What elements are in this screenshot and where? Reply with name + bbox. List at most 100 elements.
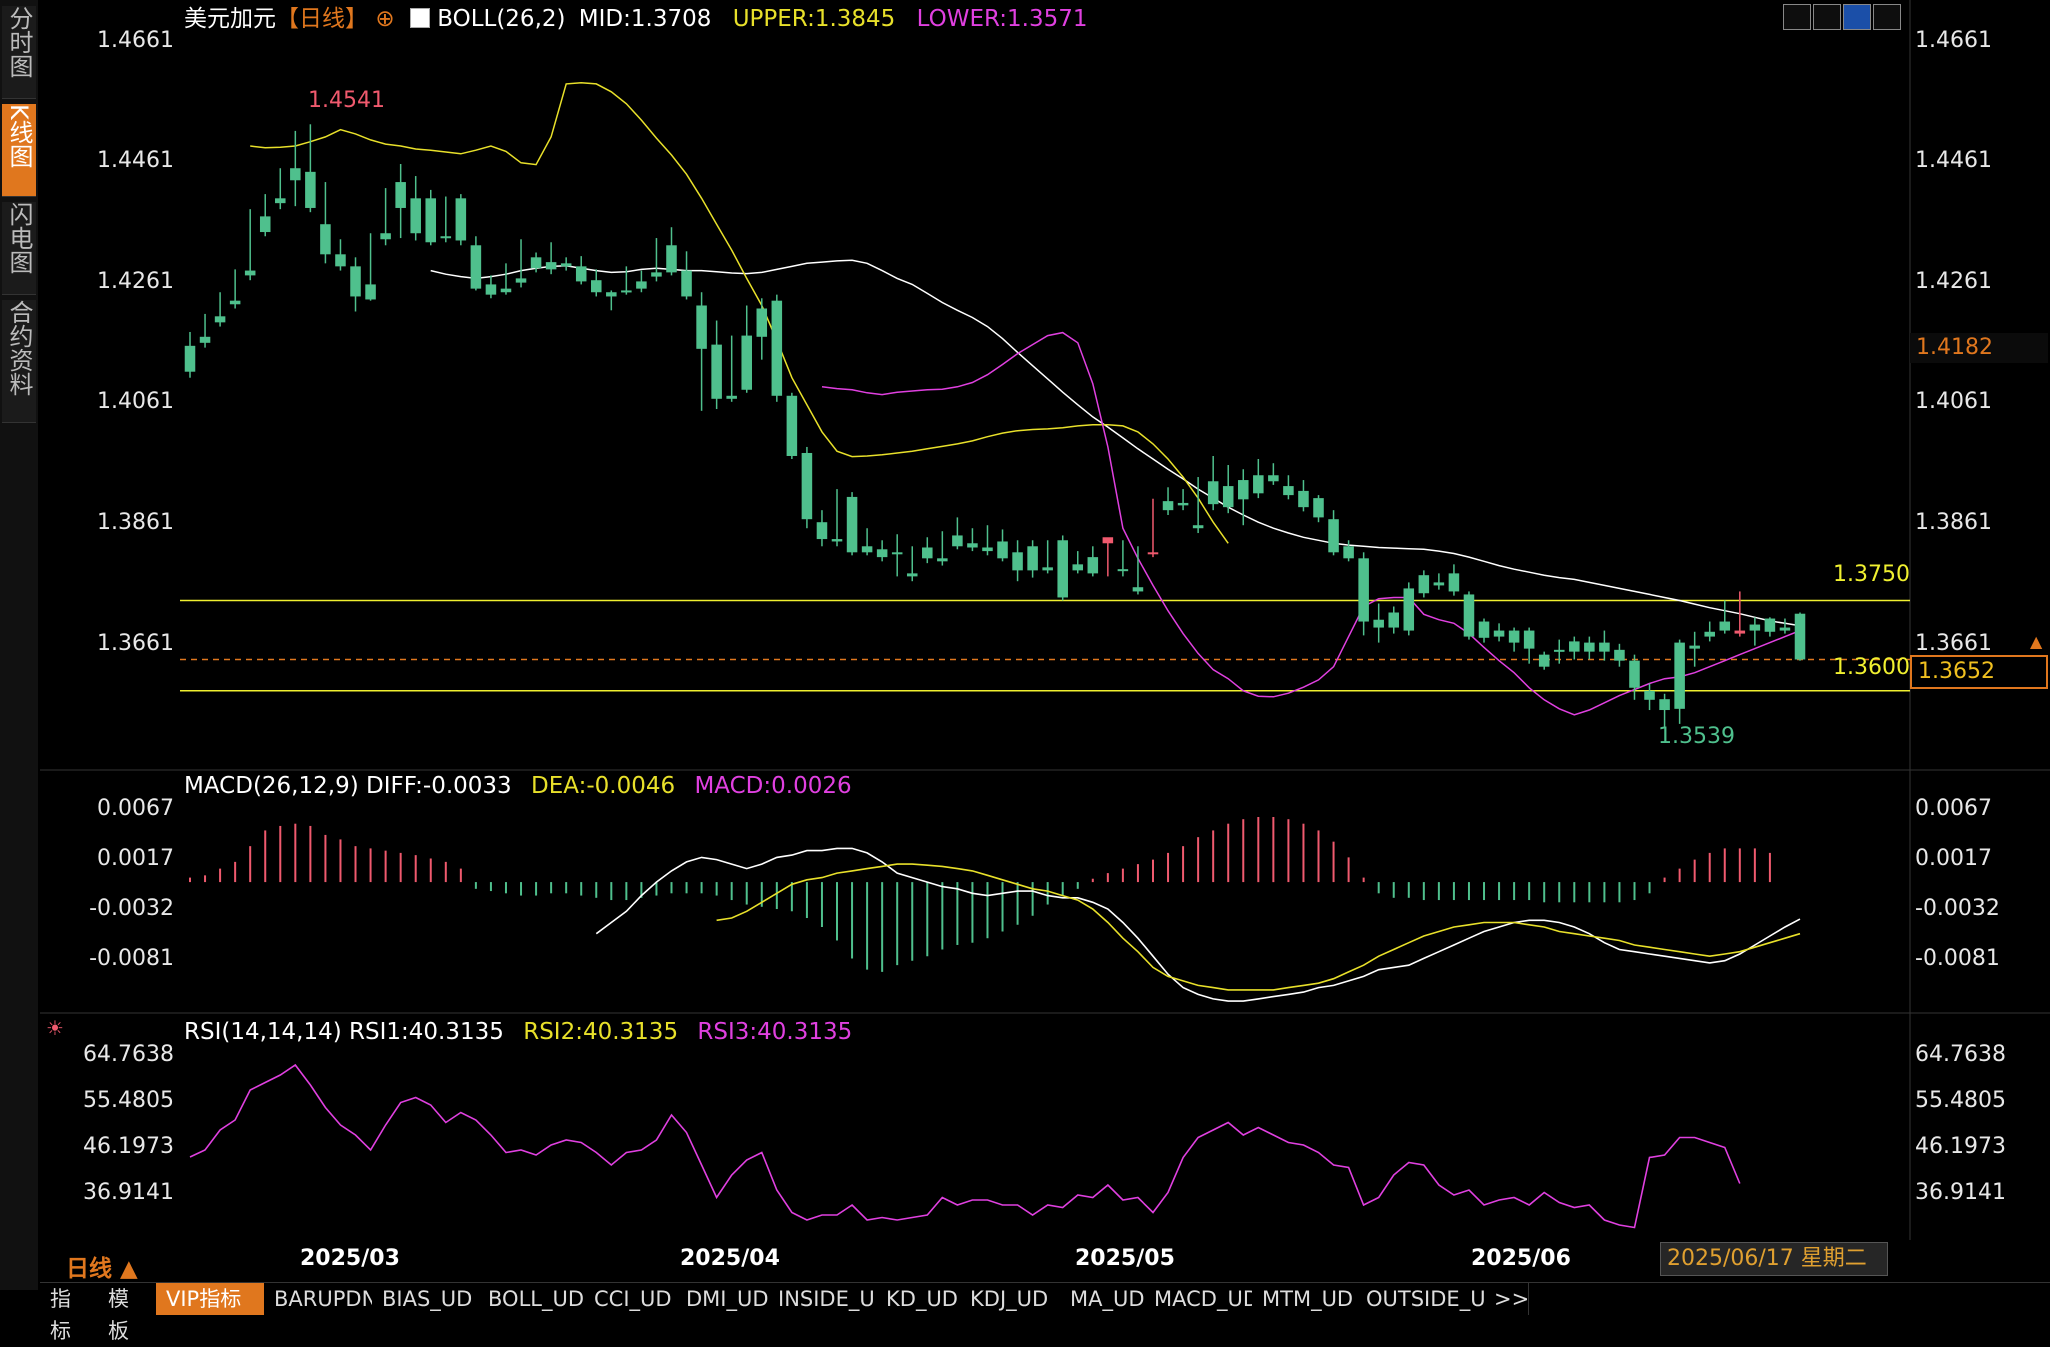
candle-body — [1689, 645, 1700, 649]
boll-indicator-name[interactable]: BOLL(26,2) — [437, 6, 566, 32]
candle-body — [515, 278, 527, 283]
toolbar-item[interactable]: KDJ_UD — [960, 1283, 1061, 1315]
rsi-header: RSI(14,14,14) RSI1:40.3135 RSI2:40.3135 … — [184, 1019, 852, 1045]
candle-body — [1614, 649, 1625, 661]
rsi-title[interactable]: RSI(14,14,14) — [184, 1019, 342, 1045]
indicator-toolbar: 指标 模板 VIP指标 BARUPDN_UD BIAS_UD BOLL_UD CCI_UD D… — [40, 1282, 2050, 1343]
boll-mid-line — [430, 259, 1801, 627]
candle-body — [621, 290, 632, 293]
candle-body — [259, 216, 271, 233]
rsi3-value: RSI3:40.3135 — [697, 1019, 853, 1045]
chart-style-icon[interactable] — [1813, 4, 1841, 30]
x-axis-label: 2025/06 — [1471, 1246, 1571, 1271]
candle-body — [1027, 546, 1038, 571]
candle-body — [1102, 537, 1114, 544]
candle-body — [711, 344, 722, 399]
settings-sun-icon[interactable]: ☀ — [46, 1016, 64, 1040]
candle-body — [1659, 699, 1670, 711]
candle-body — [1674, 642, 1685, 709]
rsi-axis-right-label: 36.9141 — [1915, 1180, 2006, 1205]
candle-body — [1719, 621, 1731, 631]
macd-title[interactable]: MACD(26,12,9) — [184, 773, 359, 799]
candle-body — [350, 266, 361, 297]
candle-body — [1463, 594, 1475, 637]
rsi-axis-left-label: 36.9141 — [83, 1180, 174, 1205]
toolbar-item[interactable]: VIP指标 — [156, 1283, 265, 1315]
toolbar-item[interactable]: BARUPDN_UD — [264, 1283, 419, 1315]
candle-body — [1328, 519, 1339, 553]
y-axis-right-label: 1.4661 — [1915, 28, 1992, 53]
rsi-axis-right-label: 46.1973 — [1915, 1134, 2006, 1159]
toolbar-item[interactable]: >> — [1484, 1283, 1529, 1315]
sidebar-tab-label: 合约资料 — [5, 300, 33, 396]
macd-diff-value: DIFF:-0.0033 — [366, 773, 512, 799]
candle-body — [1132, 587, 1144, 592]
candle-body — [1644, 690, 1655, 700]
boll-lower-line — [821, 331, 1801, 716]
toolbar-item[interactable]: MTM_UD — [1252, 1283, 1357, 1315]
x-axis-label: 2025/04 — [680, 1246, 780, 1271]
candle-body — [1553, 649, 1565, 652]
sidebar-tab-kline[interactable]: K线图 — [2, 104, 36, 197]
low-price-label: 1.3539 — [1658, 724, 1735, 749]
candle-body — [1764, 618, 1776, 632]
boll-upper-line — [250, 81, 1229, 544]
candle-body — [380, 233, 391, 240]
draw-tool-icon[interactable] — [1843, 4, 1871, 30]
candle-body — [1629, 660, 1640, 688]
y-axis-left-label: 1.4661 — [97, 28, 174, 53]
candle-body — [1569, 641, 1580, 652]
macd-axis-right-label: 0.0067 — [1915, 796, 1992, 821]
toolbar-item[interactable]: BIAS_UD — [372, 1283, 479, 1315]
candle-body — [906, 573, 918, 577]
candle-body — [1207, 481, 1219, 505]
rsi-axis-right-label: 64.7638 — [1915, 1042, 2006, 1067]
candle-body — [1072, 564, 1084, 571]
sidebar-tab-flash[interactable]: 闪电图 — [2, 202, 36, 295]
candle-body — [756, 308, 768, 337]
candle-body — [876, 549, 888, 558]
toolbar-item[interactable]: CCI_UD — [584, 1283, 677, 1315]
macd-dea-value: DEA:-0.0046 — [531, 773, 676, 799]
candle-body — [1749, 624, 1761, 631]
candle-body — [1418, 575, 1430, 594]
period-label[interactable]: 【日线】 — [276, 6, 368, 32]
candle-body — [891, 552, 903, 555]
period-selector[interactable]: 日线 ▲ — [66, 1256, 138, 1282]
rsi-axis-left-label: 55.4805 — [83, 1088, 174, 1113]
sidebar-tab-contract-info[interactable]: 合约资料 — [2, 300, 36, 423]
candle-body — [244, 270, 256, 276]
candle-body — [861, 546, 873, 553]
chart-canvas[interactable] — [0, 0, 2050, 1290]
candle-body — [485, 284, 497, 295]
toolbar-item[interactable]: MA_UD — [1060, 1283, 1145, 1315]
add-icon[interactable]: ⊕ — [375, 6, 395, 32]
candle-body — [636, 281, 647, 289]
candle-body — [816, 522, 828, 540]
candle-body — [1298, 490, 1309, 508]
rsi-line — [189, 1063, 1741, 1229]
candle-body — [320, 224, 331, 255]
sidebar-tab-label: 分时图 — [5, 6, 33, 78]
fullscreen-icon[interactable] — [1873, 4, 1901, 30]
y-axis-right-label: 1.4461 — [1915, 148, 1992, 173]
candle-body — [952, 535, 963, 547]
y-axis-left-label: 1.4061 — [97, 389, 174, 414]
candle-body — [1222, 486, 1234, 508]
candle-body — [214, 316, 226, 323]
toolbar-item[interactable]: KD_UD — [876, 1283, 961, 1315]
toolbar-item[interactable]: INSIDE_UD — [768, 1283, 891, 1315]
toolbar-item[interactable]: 模板 — [98, 1283, 157, 1343]
candle-body — [831, 539, 843, 542]
toolbar-item[interactable]: OUTSIDE_UD — [1356, 1283, 1502, 1315]
toolbar-item[interactable]: DMI_UD — [676, 1283, 769, 1315]
candle-body — [425, 198, 437, 243]
toolbar-item[interactable]: MACD_UD — [1144, 1283, 1259, 1315]
candle-body — [1584, 642, 1595, 652]
crosshair-icon[interactable] — [1783, 4, 1811, 30]
toolbar-item[interactable]: BOLL_UD — [478, 1283, 585, 1315]
macd-axis-left-label: -0.0032 — [89, 896, 174, 921]
candle-body — [801, 452, 813, 520]
toolbar-item[interactable]: 指标 — [40, 1283, 99, 1343]
sidebar-tab-timeshare[interactable]: 分时图 — [2, 6, 36, 99]
